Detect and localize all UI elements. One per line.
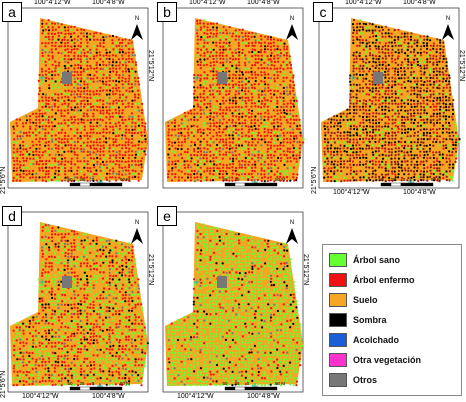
scale-label: 50 (67, 381, 73, 386)
scale-label: 50 M (431, 177, 441, 182)
legend-item: Sombra (329, 313, 387, 327)
scale-label: 25 (234, 177, 240, 182)
panel-letter: b (157, 2, 177, 22)
north-label: N (290, 220, 294, 226)
legend-swatch (329, 373, 347, 387)
legend-swatch (329, 333, 347, 347)
north-label: N (446, 16, 450, 22)
legend-swatch (329, 273, 347, 287)
building-patch (62, 72, 72, 84)
legend: Árbol sano Árbol enfermo Suelo Sombra Acolch… (322, 244, 462, 396)
building-patch (62, 276, 72, 288)
longitude-label-bottom-left: 100°4'12"W (333, 189, 370, 196)
longitude-label-bottom-right: 100°4'8"W (247, 393, 280, 400)
longitude-label-top-right: 100°4'8"W (247, 0, 280, 6)
legend-label: Otros (353, 375, 377, 385)
legend-label: Árbol sano (353, 255, 400, 265)
scale-label: 50 M (120, 381, 130, 386)
scale-label: 25 (79, 381, 85, 386)
legend-label: Acolchado (353, 335, 399, 345)
legend-swatch (329, 353, 347, 367)
legend-label: Otra vegetación (353, 355, 421, 365)
legend-swatch (329, 313, 347, 327)
legend-label: Sombra (353, 315, 387, 325)
scale-label: 50 (222, 381, 228, 386)
scale-label: 50 M (120, 177, 130, 182)
latitude-label-right: 21°5'12"N (147, 254, 154, 285)
longitude-label-top-left: 100°4'12"W (34, 0, 71, 6)
panel-letter: d (2, 206, 22, 226)
latitude-label-right: 21°5'12"N (302, 254, 309, 285)
latitude-label-right: 21°5'12"N (458, 50, 465, 81)
scale-label: 25 (390, 177, 396, 182)
legend-item: Suelo (329, 293, 378, 307)
longitude-label-top-left: 100°4'12"W (345, 0, 382, 6)
longitude-label-bottom-left: 100°4'12"W (177, 393, 214, 400)
latitude-label-left: 21°5'6"N (311, 167, 318, 194)
longitude-label-top-right: 100°4'8"W (92, 0, 125, 6)
building-patch (217, 72, 227, 84)
north-label: N (135, 16, 139, 22)
scale-label: 50 (222, 177, 228, 182)
longitude-label-bottom-right: 100°4'8"W (92, 393, 125, 400)
latitude-label-left: 21°5'6"N (0, 167, 7, 194)
scale-label: 50 M (275, 381, 285, 386)
scale-label: 50 M (275, 177, 285, 182)
north-label: N (290, 16, 294, 22)
longitude-label-top-left: 100°4'12"W (189, 0, 226, 6)
legend-label: Suelo (353, 295, 378, 305)
building-patch (217, 276, 227, 288)
panel-letter: e (157, 206, 177, 226)
legend-item: Otra vegetación (329, 353, 421, 367)
scale-label: 25 (79, 177, 85, 182)
legend-label: Árbol enfermo (353, 275, 415, 285)
legend-swatch (329, 253, 347, 267)
panel-letter: a (2, 2, 22, 22)
scale-label: 50 (378, 177, 384, 182)
latitude-label-left: 21°5'6"N (0, 371, 7, 398)
longitude-label-bottom-right: 100°4'8"W (403, 189, 436, 196)
legend-item: Otros (329, 373, 377, 387)
scale-label: 25 (234, 381, 240, 386)
legend-item: Árbol sano (329, 253, 400, 267)
longitude-label-bottom-left: 100°4'12"W (22, 393, 59, 400)
legend-swatch (329, 293, 347, 307)
legend-item: Acolchado (329, 333, 399, 347)
panel-letter: c (313, 2, 333, 22)
latitude-label-right: 21°5'12"N (147, 50, 154, 81)
legend-item: Árbol enfermo (329, 273, 415, 287)
longitude-label-top-right: 100°4'8"W (403, 0, 436, 6)
scale-label: 50 (67, 177, 73, 182)
building-patch (373, 72, 383, 84)
north-label: N (135, 220, 139, 226)
